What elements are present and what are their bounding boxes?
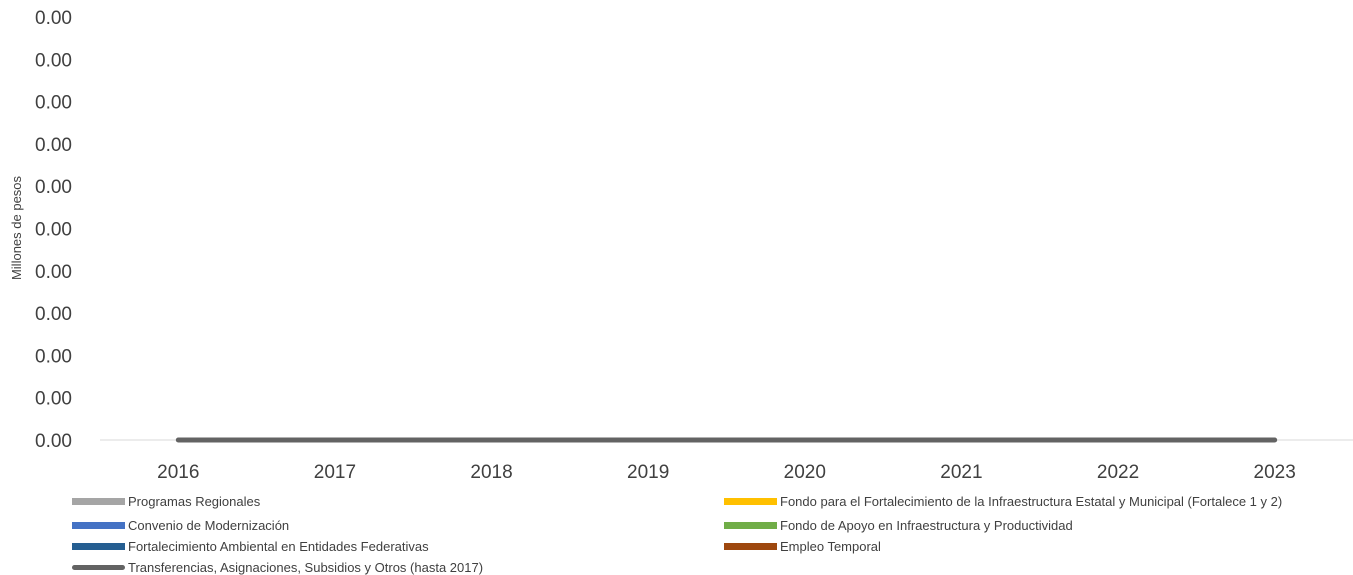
legend-swatch bbox=[724, 497, 777, 505]
legend-label: Programas Regionales bbox=[128, 493, 261, 509]
legend-swatch bbox=[72, 542, 125, 550]
y-tick-label: 0.00 bbox=[35, 431, 72, 452]
x-tick-label: 2017 bbox=[314, 462, 356, 483]
legend-swatch bbox=[724, 521, 777, 529]
y-tick-label: 0.00 bbox=[35, 304, 72, 325]
y-tick-label: 0.00 bbox=[35, 93, 72, 114]
x-tick-label: 2023 bbox=[1254, 462, 1296, 483]
x-tick-label: 2021 bbox=[940, 462, 982, 483]
y-axis-label: Millones de pesos bbox=[9, 175, 24, 280]
y-tick-label: 0.00 bbox=[35, 389, 72, 410]
x-tick-label: 2020 bbox=[784, 462, 826, 483]
x-tick-label: 2016 bbox=[157, 462, 199, 483]
legend-item: Fortalecimiento Ambiental en Entidades F… bbox=[72, 538, 429, 554]
legend-swatch bbox=[72, 497, 125, 505]
y-axis-ticks: 0.00 0.00 0.00 0.00 0.00 0.00 0.00 0.00 0.00 0.00… bbox=[35, 8, 72, 452]
legend-swatch bbox=[724, 542, 777, 550]
y-tick-label: 0.00 bbox=[35, 262, 72, 283]
x-tick-label: 2019 bbox=[627, 462, 669, 483]
legend-label: Empleo Temporal bbox=[780, 538, 881, 554]
legend-item: Transferencias, Asignaciones, Subsidios … bbox=[72, 559, 483, 575]
y-tick-label: 0.00 bbox=[35, 346, 72, 367]
x-axis-ticks: 2016 2017 2018 2019 2020 2021 2022 2023 bbox=[157, 462, 1296, 483]
legend-swatch bbox=[72, 521, 125, 529]
y-tick-label: 0.00 bbox=[35, 177, 72, 198]
legend-item: Convenio de Modernización bbox=[72, 517, 289, 533]
x-tick-label: 2018 bbox=[470, 462, 512, 483]
y-tick-label: 0.00 bbox=[35, 50, 72, 71]
y-tick-label: 0.00 bbox=[35, 135, 72, 156]
y-tick-label: 0.00 bbox=[35, 8, 72, 29]
x-tick-label: 2022 bbox=[1097, 462, 1139, 483]
legend-label: Convenio de Modernización bbox=[128, 517, 290, 533]
legend-swatch bbox=[72, 564, 125, 570]
legend-item: Empleo Temporal bbox=[724, 538, 881, 554]
legend-item: Fondo para el Fortalecimiento de la Infr… bbox=[724, 493, 1282, 509]
legend-label: Fondo para el Fortalecimiento de la Infr… bbox=[780, 493, 1283, 509]
chart: 0.00 0.00 0.00 0.00 0.00 0.00 0.00 0.00 0.00 0.00… bbox=[9, 8, 1353, 483]
legend-label: Transferencias, Asignaciones, Subsidios … bbox=[128, 559, 484, 575]
legend-label: Fondo de Apoyo en Infraestructura y Prod… bbox=[780, 517, 1073, 533]
y-tick-label: 0.00 bbox=[35, 220, 72, 241]
legend-item: Programas Regionales bbox=[72, 493, 260, 509]
legend-item: Fondo de Apoyo en Infraestructura y Prod… bbox=[724, 517, 1073, 533]
legend-label: Fortalecimiento Ambiental en Entidades F… bbox=[128, 538, 429, 554]
